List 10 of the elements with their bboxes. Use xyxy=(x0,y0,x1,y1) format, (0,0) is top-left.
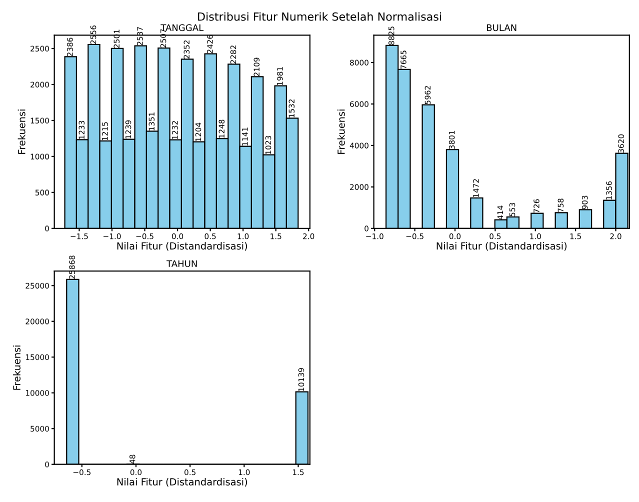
y-axis-title: Frekuensi xyxy=(18,110,26,154)
x-axis-title: Nilai Fitur (Distandardisasi) xyxy=(117,242,248,251)
text: Distribusi Fitur Numerik Setelah Normalisasi xyxy=(198,12,441,21)
x-axis-title: Nilai Fitur (Distandardisasi) xyxy=(436,242,567,251)
chart-title: TANGGAL xyxy=(160,24,204,32)
chart-title: TAHUN xyxy=(166,260,197,268)
y-axis-title: Frekuensi xyxy=(337,110,345,154)
y-axis-title: Frekuensi xyxy=(12,346,20,390)
x-axis-title: Nilai Fitur (Distandardisasi) xyxy=(117,478,248,487)
chart-title: BULAN xyxy=(487,24,516,32)
